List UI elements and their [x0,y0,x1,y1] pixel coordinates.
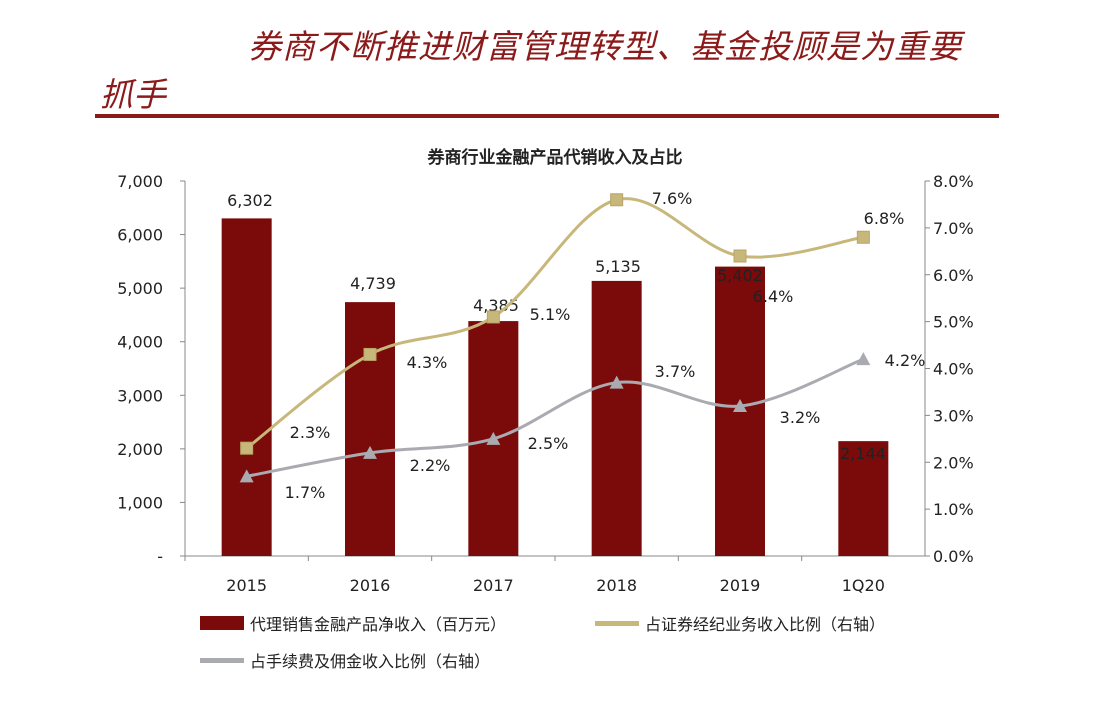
right-tick-label: 8.0% [933,172,974,191]
legend-item-bar: 代理销售金融产品净收入（百万元） [200,611,506,635]
right-tick-label: 5.0% [933,313,974,332]
right-tick-label: 1.0% [933,500,974,519]
legend-item-commission-ratio: 占手续费及佣金收入比例（右轴） [200,648,490,672]
left-tick-label: 7,000 [117,172,163,191]
legend-label: 代理销售金融产品净收入（百万元） [250,615,507,634]
line-data-label: 7.6% [652,189,693,208]
bar-data-label: 4,385 [473,296,519,315]
legend-swatch-bar [200,616,244,630]
bar-data-label: 2,144 [840,444,886,463]
legend-label: 占手续费及佣金收入比例（右轴） [250,652,491,671]
triangle-marker [486,431,501,445]
square-marker [486,310,500,324]
line-data-label: 4.3% [407,353,448,372]
bar-2018 [591,280,642,556]
triangle-marker [363,445,377,459]
legend-label: 占证券经纪业务收入比例（右轴） [645,615,886,634]
square-marker [733,249,747,263]
line-data-label: 2.2% [410,456,451,475]
line-data-label: 6.8% [864,209,905,228]
right-tick-label: 2.0% [933,453,974,472]
bar-2015 [221,218,272,556]
right-tick-label: 6.0% [933,266,974,285]
right-tick-label: 0.0% [933,547,974,566]
line-data-label: 2.5% [528,434,569,453]
left-tick-label: 6,000 [117,226,163,245]
legend-swatch-square-marker [595,620,639,626]
x-tick-label: 2018 [596,576,637,595]
left-tick-label: 3,000 [117,386,163,405]
square-marker [240,441,254,455]
right-tick-label: 3.0% [933,406,974,425]
line-series-brokerage-ratio [245,197,864,450]
line-data-label: 3.7% [655,362,696,381]
bar-data-label: 5,402 [717,266,763,285]
line-data-label: 5.1% [530,305,571,324]
line-data-label: 2.3% [290,423,331,442]
line-data-label: 6.4% [753,287,794,306]
x-tick-label: 2019 [720,576,761,595]
line-series-commission-ratio [246,357,864,478]
left-tick-label: 4,000 [117,333,163,352]
line-data-label: 3.2% [780,408,821,427]
square-marker [856,230,870,244]
bar-1Q20 [838,441,889,556]
triangle-marker [239,469,254,483]
legend-swatch-triangle-marker [200,657,244,663]
left-tick-label: 1,000 [117,493,163,512]
slide-title-line1: 券商不断推进财富管理转型、基金投顾是为重要 [248,27,962,66]
bar-data-label: 5,135 [595,257,641,276]
left-tick-label: 5,000 [117,279,163,298]
right-tick-label: 7.0% [933,219,974,238]
triangle-marker [856,352,871,366]
line-data-label: 1.7% [285,483,326,502]
left-tick-label: 2,000 [117,440,163,459]
legend-item-brokerage-ratio: 占证券经纪业务收入比例（右轴） [595,611,885,635]
bar-2016 [345,302,395,556]
x-tick-label: 2016 [350,576,391,595]
line-data-label: 4.2% [885,351,926,370]
square-marker [363,347,377,361]
chart-title: 券商行业金融产品代销收入及占比 [427,147,683,168]
bar-data-label: 6,302 [227,191,273,210]
x-tick-label: 2015 [226,576,267,595]
title-divider [95,114,999,118]
square-marker [610,193,624,207]
right-tick-label: 4.0% [933,360,974,379]
x-tick-label: 2017 [473,576,514,595]
left-tick-label: - [157,547,163,566]
triangle-marker [609,375,624,389]
bar-data-label: 4,739 [350,274,396,293]
slide-title-line2: 抓手 [100,75,166,114]
triangle-marker [733,399,747,412]
x-tick-label: 1Q20 [842,576,885,595]
